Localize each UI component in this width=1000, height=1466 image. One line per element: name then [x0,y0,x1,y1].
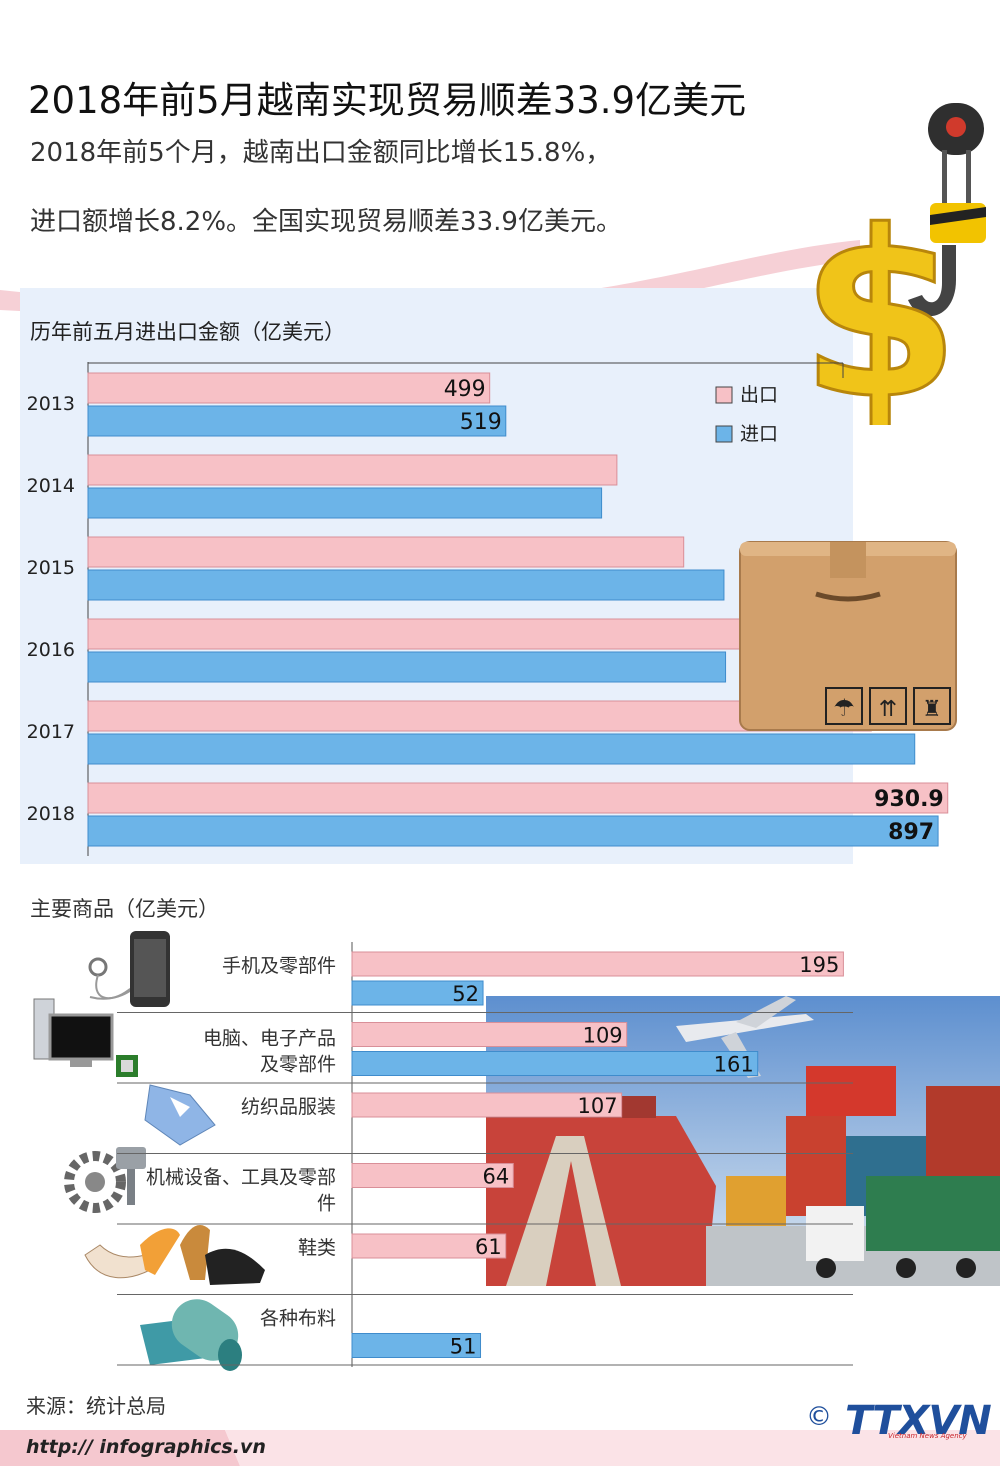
chart1-bar-import [87,815,939,847]
product-icons [33,931,265,1371]
subtitle-line-2: 进口额增长8.2%。全国实现贸易顺差33.9亿美元。 [30,207,622,237]
legend-label-import: 进口 [740,423,778,445]
svg-text:$: $ [810,183,960,425]
chart1-bar-import [87,569,725,601]
subtitle-line-1: 2018年前5个月，越南出口金额同比增长15.8%， [30,138,612,168]
crane-hook-icon [908,103,986,317]
chart1-year-label: 2015 [27,557,75,579]
svg-text:♜: ♜ [922,697,942,722]
copyright-symbol: © [806,1402,832,1432]
chart1-title: 历年前五月进出口金额（亿美元） [30,320,345,344]
chart2-bar-import [351,980,484,1006]
ttxvn-logo-subtitle: Vietnam News Agency [888,1432,967,1440]
chart2-data-label: 107 [578,1094,618,1118]
source-note: 来源：统计总局 [26,1394,166,1418]
chart1-year-label: 2013 [27,393,75,415]
chart2-category-label: 手机及零部件 [222,955,336,977]
chart1-bar-import [87,733,916,765]
svg-text:⇈: ⇈ [879,697,897,722]
chart1-svg: 2013 2014 2015 2016 2017 2018 499 519 930.9 897 出… [27,362,949,856]
chart2-data-label: 109 [583,1024,623,1048]
chart1-bar-export [87,618,744,650]
container-truck-icon [806,1176,1000,1278]
chart2-bar-export [351,1022,628,1047]
chart1-bar-export [87,782,949,814]
footer-url-link[interactable]: http:// infographics.vn [26,1436,266,1458]
chart2-category-label: 电脑、电子产品 [203,1028,336,1050]
chart1-year-label: 2014 [27,475,75,497]
chart1-bar-export [87,372,491,404]
chart2-data-label: 61 [475,1235,502,1259]
chart1-data-label: 519 [460,410,502,435]
chart1-bar-import [87,405,507,437]
chart1-year-label: 2017 [27,721,75,743]
piston-icon [116,1147,146,1205]
shirt-icon [144,1084,216,1146]
legend-swatch-import [715,425,733,443]
chart2-bar-import [351,1333,482,1358]
chart1-data-label: 897 [888,820,934,845]
chart2-data-label: 195 [799,953,839,977]
desktop-computer-icon [33,998,114,1067]
dollar-sign-icon: $ [810,182,962,426]
chart1-data-label: 930.9 [874,787,944,812]
page-title: 2018年前5月越南实现贸易顺差33.9亿美元 [28,79,747,122]
ttxvn-logo: TTXVN [845,1398,992,1444]
chart1-bar-import [87,487,603,519]
chart2-bar-export [351,951,844,977]
chart2-category-label: 件 [317,1193,336,1215]
legend-label-export: 出口 [740,384,778,406]
chart2-category-label: 纺织品服装 [241,1096,336,1118]
chart1-bar-import [87,651,727,683]
chart2-category-label: 及零部件 [260,1054,336,1076]
svg-text:☂: ☂ [833,694,855,722]
crane-dollar-illustration: $ [810,103,986,426]
fabric-roll-icon [140,1299,242,1371]
legend-swatch-export [715,386,733,404]
chart2-category-label: 各种布料 [260,1308,336,1330]
chart1-year-label: 2016 [27,639,75,661]
chart2-category-label: 鞋类 [298,1237,336,1259]
chart1-bar-export [87,454,618,486]
shoes-icon [84,1225,265,1285]
smartphone-icon [130,931,170,1007]
chart1-legend: 出口 进口 [715,384,778,445]
chart2-title: 主要商品（亿美元） [30,897,219,921]
chip-icon [116,1055,138,1077]
gear-icon [64,1151,126,1213]
chart1-bar-export [87,536,685,568]
chart2-data-label: 51 [450,1335,477,1359]
footer-band [0,1430,1000,1466]
chart2-bar-export [351,1163,514,1188]
chart2-data-label: 161 [714,1053,754,1077]
chart2-data-label: 52 [452,982,479,1006]
chart1-year-label: 2018 [27,803,75,825]
chart2-bar-import [351,1051,759,1076]
chart2-category-label: 机械设备、工具及零部 [146,1167,336,1189]
chart2-svg: 手机及零部件电脑、电子产品及零部件纺织品服装机械设备、工具及零部件鞋类各种布料 … [117,942,853,1367]
chart2-data-label: 64 [483,1165,510,1189]
chart2-bar-export [351,1092,623,1118]
cardboard-box-icon: ☂ ⇈ ♜ [739,541,957,731]
chart1-data-label: 499 [444,377,486,402]
chart2-bar-export [351,1233,507,1259]
